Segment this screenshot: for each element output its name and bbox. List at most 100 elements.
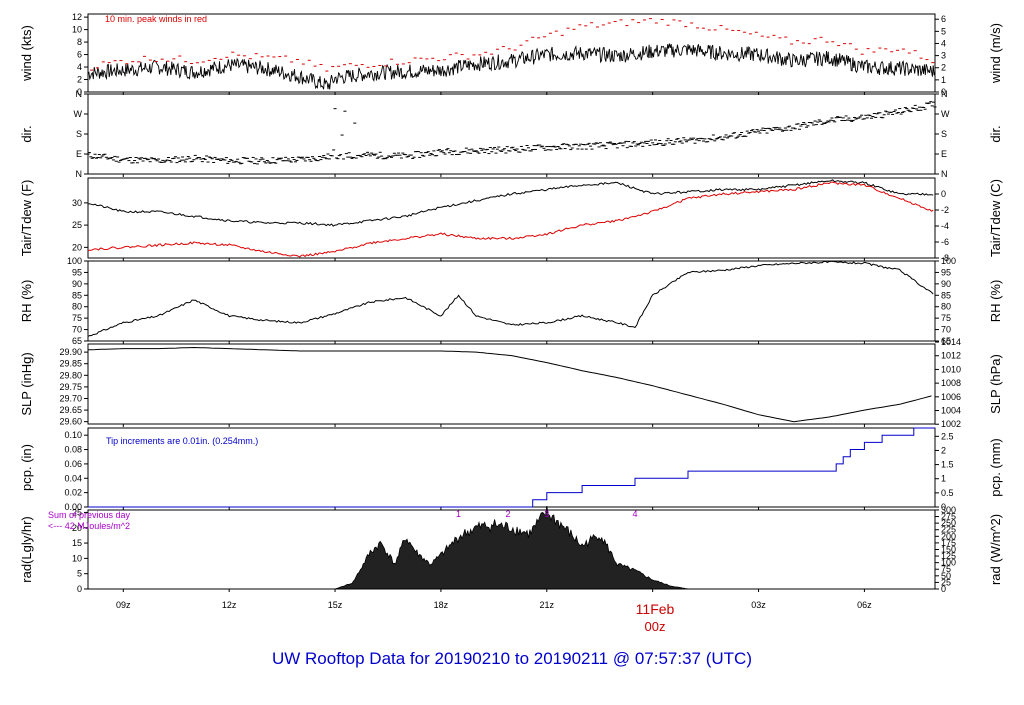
right-axis-label: SLP (hPa) [988, 354, 1003, 414]
left-tick-label: 29.75 [59, 382, 82, 392]
mean-wind-line [87, 43, 936, 90]
panel-precip: pcp. (in) pcp. (mm) 0.00 0.02 0.04 0.06 0.08 0.… [19, 427, 1003, 512]
left-tick-label: 0 [77, 584, 82, 594]
left-tick-label: 4 [77, 62, 82, 72]
chart-title: UW Rooftop Data for 20190210 to 20190211… [272, 649, 752, 668]
left-tick-label: 25 [72, 507, 82, 517]
right-tick-label: 200 [941, 531, 956, 541]
x-tick-label: 15z [328, 600, 343, 610]
right-tick-label: 275 [941, 512, 956, 522]
left-tick-label: 0.06 [64, 459, 82, 469]
precip-marker: 1 [456, 509, 461, 519]
right-tick-label: 25 [941, 577, 951, 587]
right-tick-label: 0.5 [941, 488, 954, 498]
right-tick-label: 2 [941, 445, 946, 455]
right-tick-label: -6 [941, 237, 949, 247]
right-tick-label: 70 [941, 325, 951, 335]
right-tick-label: 2 [941, 63, 946, 73]
right-tick-label: 1014 [941, 337, 961, 347]
panel-marks [87, 179, 934, 258]
right-axis-label: wind (m/s) [988, 23, 1003, 84]
left-tick-label: 100 [67, 256, 82, 266]
panel-temperature: Tair/Tdew (F) Tair/Tdew (C) 20 25 30 -8 -6 -4 -2… [19, 177, 1003, 263]
right-tick-label: 50 [941, 571, 951, 581]
panel-frame [87, 260, 936, 342]
left-axis-label: RH (%) [19, 280, 34, 323]
panel-frame [87, 343, 936, 425]
left-tick-label: 0.10 [64, 430, 82, 440]
right-tick-label: 4 [941, 38, 946, 48]
panel-frame [87, 13, 936, 93]
panel-marks [88, 505, 935, 590]
right-axis-label: rad (W/m^2) [988, 514, 1003, 585]
left-tick-label: N [76, 169, 83, 179]
right-tick-label: 1010 [941, 364, 961, 374]
right-tick-label: 300 [941, 505, 956, 515]
slp-line [87, 346, 932, 423]
left-tick-label: 2 [77, 75, 82, 85]
right-tick-label: 0 [941, 502, 946, 512]
right-tick-label: S [941, 129, 947, 139]
panel-marks [88, 427, 935, 508]
x-tick-label: 21z [540, 600, 555, 610]
panel-frame [87, 177, 936, 259]
left-tick-label: 29.70 [59, 393, 82, 403]
panel-marks [86, 101, 937, 165]
panel-marks [87, 260, 934, 337]
right-tick-label: -8 [941, 253, 949, 263]
right-tick-label: 75 [941, 564, 951, 574]
left-axis-label: rad(Lgly/hr) [19, 516, 34, 582]
right-tick-label: W [941, 109, 950, 119]
left-tick-label: 0.08 [64, 445, 82, 455]
sum-value-note: <--- 42 MJoules/m^2 [48, 521, 130, 531]
left-tick-label: 0 [77, 87, 82, 97]
right-tick-label: 100 [941, 558, 956, 568]
left-tick-label: 90 [72, 279, 82, 289]
precip-marker: 2 [505, 509, 510, 519]
right-axis-label: dir. [988, 125, 1003, 142]
panel-rh: RH (%) RH (%)6570758085909510065707580859… [19, 256, 1003, 346]
left-tick-label: 5 [77, 569, 82, 579]
date-label: 11Feb [636, 601, 675, 617]
right-tick-label: 1012 [941, 351, 961, 361]
right-tick-label: 0 [941, 189, 946, 199]
right-tick-label: 0 [941, 87, 946, 97]
right-tick-label: 6 [941, 14, 946, 24]
left-axis-label: dir. [19, 125, 34, 142]
sum-previous-day-note: Sum of previous day [48, 510, 131, 520]
right-tick-label: 95 [941, 267, 951, 277]
panel-radiation: rad(Lgly/hr) rad (W/m^2)05101520250255075… [19, 505, 1003, 594]
left-tick-label: 70 [72, 325, 82, 335]
right-tick-label: 125 [941, 551, 956, 561]
right-tick-label: 1008 [941, 378, 961, 388]
left-tick-label: S [76, 129, 82, 139]
left-tick-label: 29.60 [59, 417, 82, 427]
tip-increment-note: Tip increments are 0.01in. (0.254mm.) [106, 436, 258, 446]
precip-marker: 3 [544, 509, 549, 519]
x-tick-label: 03z [751, 600, 766, 610]
left-axis-label: Tair/Tdew (F) [19, 180, 34, 257]
left-tick-label: N [76, 89, 83, 99]
left-axis-label: wind (kts) [19, 25, 34, 82]
left-tick-label: 10 [72, 553, 82, 563]
left-tick-label: 85 [72, 290, 82, 300]
right-tick-label: 2.5 [941, 431, 954, 441]
left-tick-label: 29.85 [59, 359, 82, 369]
right-tick-label: 85 [941, 290, 951, 300]
right-tick-label: 1 [941, 474, 946, 484]
rh-line [87, 260, 934, 337]
right-tick-label: 1006 [941, 392, 961, 402]
x-tick-label: 18z [434, 600, 449, 610]
left-tick-label: 15 [72, 538, 82, 548]
left-axis-label: SLP (inHg) [19, 352, 34, 415]
right-tick-label: 90 [941, 279, 951, 289]
right-tick-label: -4 [941, 221, 949, 231]
right-axis-label: RH (%) [988, 280, 1003, 323]
x-axis: 09z 12z 15z 18z 21z 03z 06z [116, 600, 872, 610]
peak-winds-note: 10 min. peak winds in red [105, 14, 207, 24]
left-tick-label: 0.02 [64, 488, 82, 498]
left-tick-label: 95 [72, 267, 82, 277]
